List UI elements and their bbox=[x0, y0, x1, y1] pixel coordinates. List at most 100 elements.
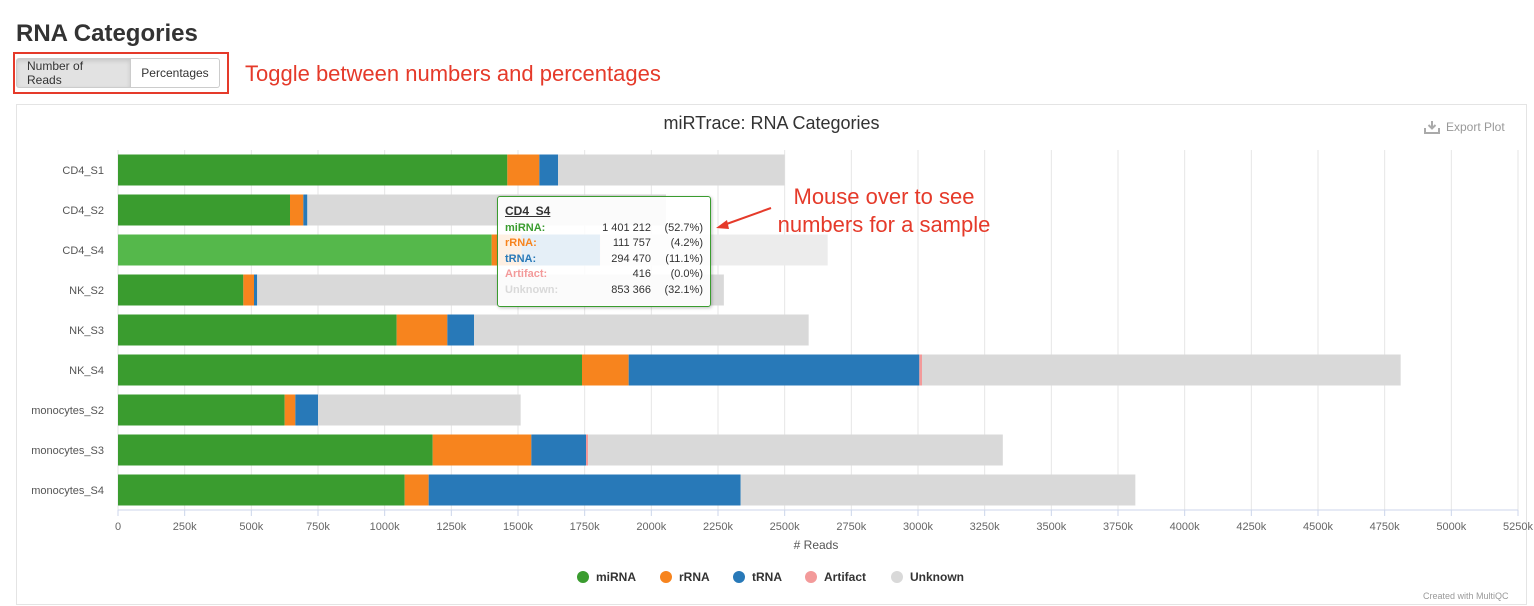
y-category-label: NK_S4 bbox=[69, 365, 104, 377]
tooltip-series-name: Artifact: bbox=[505, 268, 548, 281]
legend-marker-mirna[interactable] bbox=[577, 571, 589, 583]
x-tick-label: 5250k bbox=[1503, 521, 1533, 533]
x-tick-label: 4500k bbox=[1303, 521, 1333, 533]
bar-segment-artifact[interactable] bbox=[586, 434, 589, 466]
y-category-label: monocytes_S4 bbox=[31, 485, 104, 497]
tooltip-series-percent: (32.1%) bbox=[664, 283, 703, 296]
bar-segment-unknown[interactable] bbox=[740, 474, 1136, 506]
bar-segment-mirna[interactable] bbox=[118, 394, 285, 426]
bar-segment-rrna[interactable] bbox=[582, 354, 629, 386]
x-tick-label: 2250k bbox=[703, 521, 733, 533]
view-toggle-group: Number of Reads Percentages bbox=[16, 58, 220, 88]
x-tick-label: 500k bbox=[239, 521, 263, 533]
bar-segment-mirna[interactable] bbox=[118, 194, 290, 226]
tooltip-series-value: 294 470 bbox=[611, 252, 651, 265]
tooltip-series-percent: (4.2%) bbox=[670, 237, 703, 250]
number-of-reads-button[interactable]: Number of Reads bbox=[16, 58, 131, 88]
x-tick-label: 4750k bbox=[1370, 521, 1400, 533]
bar-segment-rrna[interactable] bbox=[290, 194, 304, 226]
chart-container bbox=[16, 104, 1527, 605]
bar-segment-unknown[interactable] bbox=[474, 314, 809, 346]
export-plot-button[interactable]: Export Plot bbox=[1424, 120, 1505, 134]
annotation-hover-note: Mouse over to see numbers for a sample bbox=[764, 183, 1004, 239]
bar-segment-mirna[interactable] bbox=[118, 474, 405, 506]
legend-label-mirna[interactable]: miRNA bbox=[596, 570, 636, 584]
bar-segment-rrna[interactable] bbox=[507, 154, 540, 186]
sample-tooltip: CD4_S4 miRNA: 1 401 212 (52.7%) rRNA: 111 75… bbox=[497, 196, 711, 307]
x-tick-label: 3000k bbox=[903, 521, 933, 533]
bar-segment-mirna[interactable] bbox=[118, 314, 397, 346]
x-tick-label: 3250k bbox=[970, 521, 1000, 533]
bar-segment-trna[interactable] bbox=[254, 274, 258, 306]
bar-segment-rrna[interactable] bbox=[404, 474, 429, 506]
tooltip-sample-name: CD4_S4 bbox=[505, 204, 551, 218]
bar-segment-mirna[interactable] bbox=[118, 274, 244, 306]
legend-marker-trna[interactable] bbox=[733, 571, 745, 583]
x-tick-label: 250k bbox=[173, 521, 197, 533]
bar-segment-mirna[interactable] bbox=[118, 154, 508, 186]
tooltip-row: miRNA: 1 401 212 (52.7%) bbox=[505, 220, 704, 236]
x-tick-label: 2750k bbox=[836, 521, 866, 533]
bar-segment-unknown[interactable] bbox=[922, 354, 1401, 386]
x-axis-label: # Reads bbox=[794, 538, 839, 552]
tooltip-row: Artifact: 416 (0.0%) bbox=[505, 267, 704, 283]
bar-segment-trna[interactable] bbox=[428, 474, 741, 506]
legend-label-trna[interactable]: tRNA bbox=[752, 570, 782, 584]
tooltip-row: rRNA: 111 757 (4.2%) bbox=[505, 236, 704, 252]
bar-segment-unknown[interactable] bbox=[558, 154, 785, 186]
bar-segment-rrna[interactable] bbox=[432, 434, 532, 466]
tooltip-pointer-arrowhead bbox=[716, 220, 729, 229]
bar-segment-trna[interactable] bbox=[539, 154, 558, 186]
tooltip-series-value: 853 366 bbox=[611, 283, 651, 296]
annotation-hover-line2: numbers for a sample bbox=[777, 212, 991, 237]
bar-segment-trna[interactable] bbox=[531, 434, 586, 466]
legend-label-artifact[interactable]: Artifact bbox=[824, 570, 866, 584]
x-tick-label: 3500k bbox=[1036, 521, 1066, 533]
tooltip-series-value: 1 401 212 bbox=[602, 221, 651, 234]
legend-marker-unknown[interactable] bbox=[891, 571, 903, 583]
bar-segment-trna[interactable] bbox=[295, 394, 318, 426]
bar-segment-rrna[interactable] bbox=[284, 394, 296, 426]
x-tick-label: 1500k bbox=[503, 521, 533, 533]
toggle-highlight-frame bbox=[13, 52, 229, 94]
multiqc-credit: Created with MultiQC bbox=[1423, 591, 1509, 601]
bar-segment-trna[interactable] bbox=[447, 314, 474, 346]
legend-marker-artifact[interactable] bbox=[805, 571, 817, 583]
legend-label-rrna[interactable]: rRNA bbox=[679, 570, 710, 584]
bar-segment-unknown[interactable] bbox=[588, 434, 1003, 466]
bar-segment-mirna[interactable] bbox=[118, 434, 433, 466]
x-tick-label: 1000k bbox=[370, 521, 400, 533]
legend-label-unknown[interactable]: Unknown bbox=[910, 570, 964, 584]
bar-segment-mirna[interactable] bbox=[118, 354, 582, 386]
x-tick-label: 4000k bbox=[1170, 521, 1200, 533]
tooltip-series-percent: (11.1%) bbox=[665, 252, 703, 265]
bar-segment-artifact[interactable] bbox=[919, 354, 922, 386]
legend-marker-rrna[interactable] bbox=[660, 571, 672, 583]
tooltip-series-name: rRNA: bbox=[505, 237, 537, 250]
y-category-label: monocytes_S2 bbox=[31, 405, 104, 417]
tooltip-series-value: 416 bbox=[632, 268, 651, 281]
download-icon bbox=[1424, 121, 1440, 134]
tooltip-series-name: Unknown: bbox=[505, 283, 559, 296]
bar-segment-rrna[interactable] bbox=[396, 314, 448, 346]
y-category-label: monocytes_S3 bbox=[31, 445, 104, 457]
tooltip-pointer-arrow bbox=[720, 207, 772, 227]
x-tick-label: 2500k bbox=[770, 521, 800, 533]
x-tick-label: 1750k bbox=[570, 521, 600, 533]
tooltip-series-name: tRNA: bbox=[505, 252, 537, 265]
bar-segment-trna[interactable] bbox=[303, 194, 308, 226]
bar-segment-trna[interactable] bbox=[628, 354, 920, 386]
y-category-label: CD4_S2 bbox=[62, 205, 104, 217]
x-tick-label: 0 bbox=[115, 521, 121, 533]
tooltip-row: Unknown: 853 366 (32.1%) bbox=[505, 282, 704, 298]
x-tick-label: 3750k bbox=[1103, 521, 1133, 533]
bar-segment-rrna[interactable] bbox=[243, 274, 254, 306]
tooltip-series-name: miRNA: bbox=[505, 221, 546, 234]
tooltip-series-percent: (0.0%) bbox=[670, 268, 703, 281]
export-plot-label: Export Plot bbox=[1446, 120, 1505, 134]
bar-segment-mirna[interactable] bbox=[118, 234, 492, 266]
bar-segment-unknown[interactable] bbox=[318, 394, 521, 426]
x-tick-label: 5000k bbox=[1436, 521, 1466, 533]
percentages-button[interactable]: Percentages bbox=[131, 58, 220, 88]
